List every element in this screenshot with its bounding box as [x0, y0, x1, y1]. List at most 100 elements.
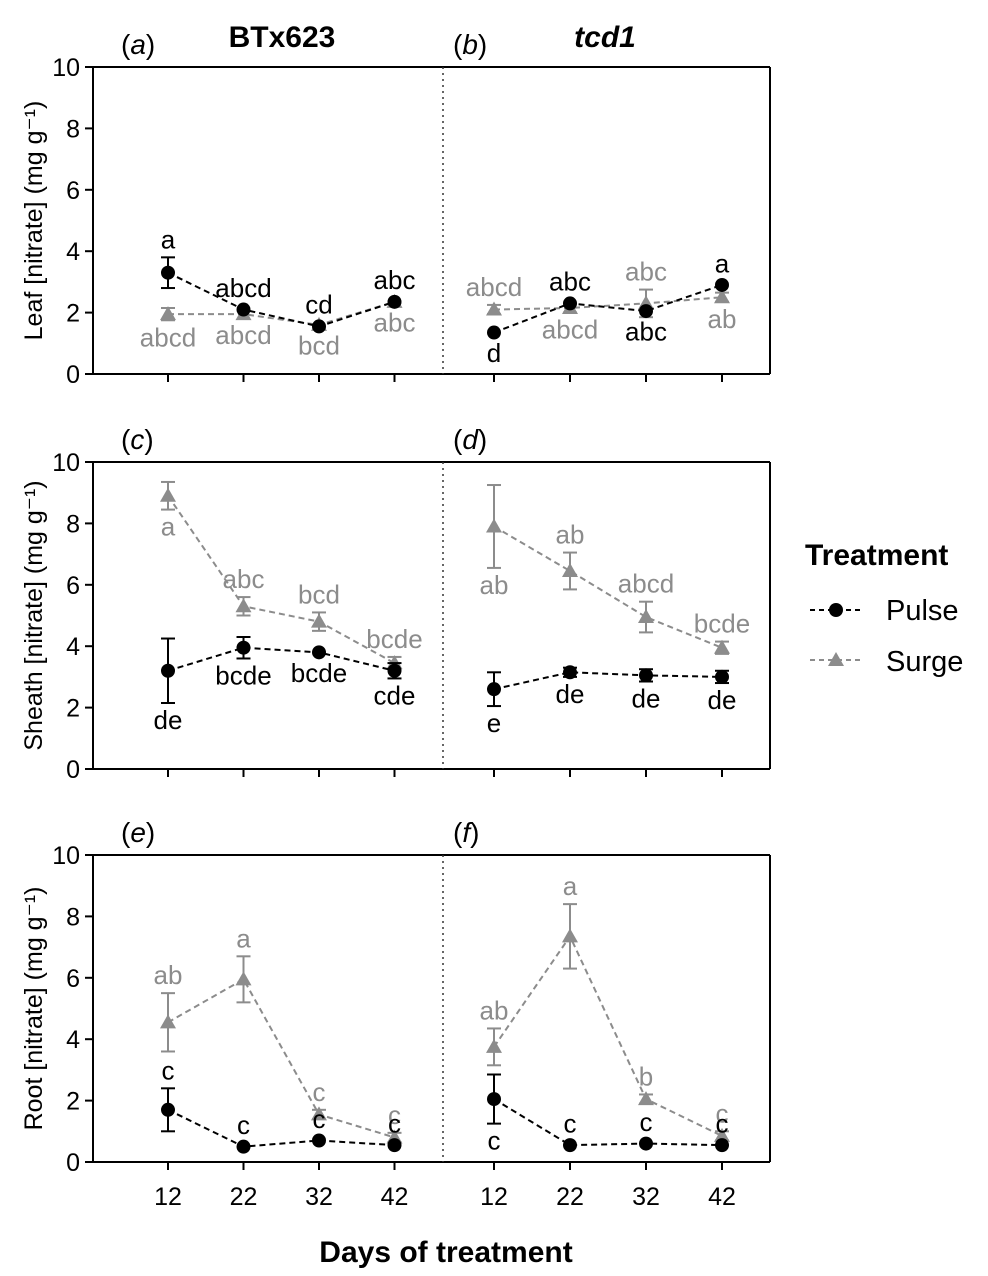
significance-label: c: [564, 1108, 577, 1138]
significance-label: ab: [154, 960, 183, 990]
data-point: [487, 325, 501, 340]
data-point: [160, 487, 176, 502]
panel-letter-c: (c): [121, 424, 154, 455]
column-title-btx623: BTx623: [229, 21, 336, 54]
significance-label: ab: [480, 995, 509, 1025]
series-line: [493, 525, 723, 649]
x-tick-label: 22: [556, 1183, 584, 1211]
panel-letter-text: f: [462, 817, 473, 848]
y-tick-label: 0: [66, 361, 80, 389]
data-point: [311, 613, 327, 628]
y-axis-title: Leaf [nitrate] (mg g⁻¹): [20, 101, 48, 341]
series-pulse: a abcd cd abc: [161, 224, 415, 334]
data-point: [387, 663, 402, 678]
significance-label: de: [632, 684, 661, 714]
y-tick-label: 8: [66, 510, 80, 538]
x-tick-label: 22: [230, 1183, 258, 1211]
series-line: [167, 271, 395, 328]
data-point: [160, 306, 176, 321]
significance-label: abcd: [140, 322, 196, 352]
series-line: [493, 1098, 723, 1147]
panel-letter-e: (e): [121, 817, 155, 848]
significance-label: de: [556, 679, 585, 709]
y-tick-label: 2: [66, 695, 80, 723]
y-tick-label: 8: [66, 903, 80, 931]
significance-label: c: [716, 1108, 729, 1138]
y-tick-label: 6: [66, 177, 80, 205]
significance-label: abcd: [215, 273, 271, 303]
data-point: [236, 640, 251, 655]
legend-pulse-label: Pulse: [886, 595, 959, 627]
x-tick-label: 12: [154, 1183, 182, 1211]
significance-label: a: [715, 248, 730, 278]
data-point: [639, 304, 653, 319]
legend-item-surge: Surge: [810, 646, 963, 678]
legend: Treatment Pulse Surge: [805, 539, 963, 678]
data-point: [161, 663, 175, 678]
significance-label: de: [154, 705, 183, 735]
y-tick-label: 2: [66, 300, 80, 328]
significance-label: b: [639, 1061, 653, 1091]
significance-label: a: [161, 512, 176, 542]
significance-label: ab: [556, 520, 585, 550]
x-tick-label: 12: [480, 1183, 508, 1211]
y-tick-label: 10: [52, 842, 80, 870]
legend-pulse-marker: [829, 603, 843, 617]
data-point: [160, 1014, 176, 1029]
series-line: [493, 671, 723, 691]
series-line: [167, 1108, 395, 1148]
panel-letter-d: (d): [453, 424, 487, 455]
x-axis-title: Days of treatment: [319, 1236, 572, 1269]
significance-label: abc: [625, 317, 667, 347]
panel-letter-f: (f): [453, 817, 479, 848]
legend-surge-marker: [828, 652, 844, 666]
data-point: [563, 296, 577, 311]
significance-label: c: [640, 1107, 653, 1137]
y-tick-label: 6: [66, 572, 80, 600]
y-axis-title: Sheath [nitrate] (mg g⁻¹): [20, 480, 48, 750]
data-point: [486, 518, 502, 533]
significance-label: c: [388, 1108, 401, 1138]
data-point: [638, 609, 654, 624]
x-tick-label: 32: [305, 1183, 333, 1211]
x-tick-label: 32: [632, 1183, 660, 1211]
significance-label: cd: [305, 290, 332, 320]
x-tick-label: 42: [381, 1183, 409, 1211]
data-point: [236, 1139, 251, 1154]
significance-label: abc: [625, 257, 667, 287]
series-pulse: cc c c: [161, 1055, 402, 1154]
legend-item-pulse: Pulse: [810, 595, 959, 627]
data-point: [562, 928, 578, 943]
y-tick-label: 4: [66, 238, 80, 266]
significance-label: abcd: [466, 272, 522, 302]
significance-label: abcd: [618, 569, 674, 599]
series-line: [167, 495, 395, 664]
data-point: [715, 1138, 729, 1153]
panel-letter-text: c: [130, 424, 144, 455]
panel-letter-a: (a): [121, 29, 155, 60]
legend-surge-label: Surge: [886, 646, 963, 678]
significance-label: ab: [480, 570, 509, 600]
significance-label: ab: [708, 304, 737, 334]
y-tick-label: 0: [66, 1149, 80, 1177]
significance-label: c: [237, 1110, 250, 1140]
data-point: [562, 562, 578, 577]
significance-label: abc: [223, 564, 265, 594]
significance-label: d: [487, 338, 501, 368]
significance-label: a: [236, 923, 251, 953]
series-pulse: cc c c: [487, 1073, 729, 1156]
y-tick-label: 8: [66, 115, 80, 143]
significance-label: a: [161, 224, 176, 254]
significance-label: abcd: [215, 320, 271, 350]
significance-label: bcde: [215, 660, 271, 690]
data-point: [486, 301, 502, 316]
significance-label: c: [313, 1077, 326, 1107]
